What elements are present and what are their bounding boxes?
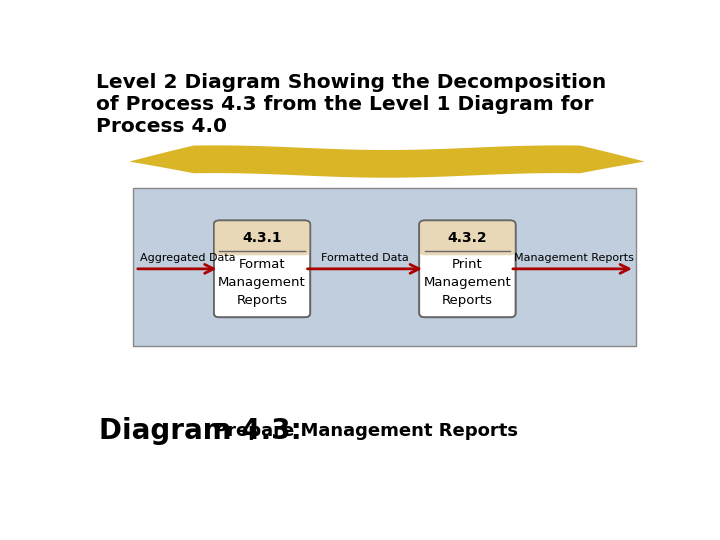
Text: 4.3.1: 4.3.1	[242, 231, 282, 245]
Text: Formatted Data: Formatted Data	[321, 253, 409, 262]
Text: Aggregated Data: Aggregated Data	[140, 253, 236, 262]
Text: Prepare Management Reports: Prepare Management Reports	[214, 422, 518, 440]
Text: Print
Management
Reports: Print Management Reports	[423, 258, 511, 307]
FancyBboxPatch shape	[132, 188, 636, 346]
Text: 4.3.2: 4.3.2	[448, 231, 487, 245]
Text: Format
Management
Reports: Format Management Reports	[218, 258, 306, 307]
Text: Management Reports: Management Reports	[514, 253, 634, 262]
FancyBboxPatch shape	[419, 220, 516, 318]
FancyBboxPatch shape	[214, 220, 310, 255]
FancyBboxPatch shape	[214, 220, 310, 318]
FancyBboxPatch shape	[419, 220, 516, 255]
Text: Level 2 Diagram Showing the Decomposition
of Process 4.3 from the Level 1 Diagra: Level 2 Diagram Showing the Decompositio…	[96, 72, 606, 136]
Text: Diagram 4.3:: Diagram 4.3:	[99, 416, 302, 444]
